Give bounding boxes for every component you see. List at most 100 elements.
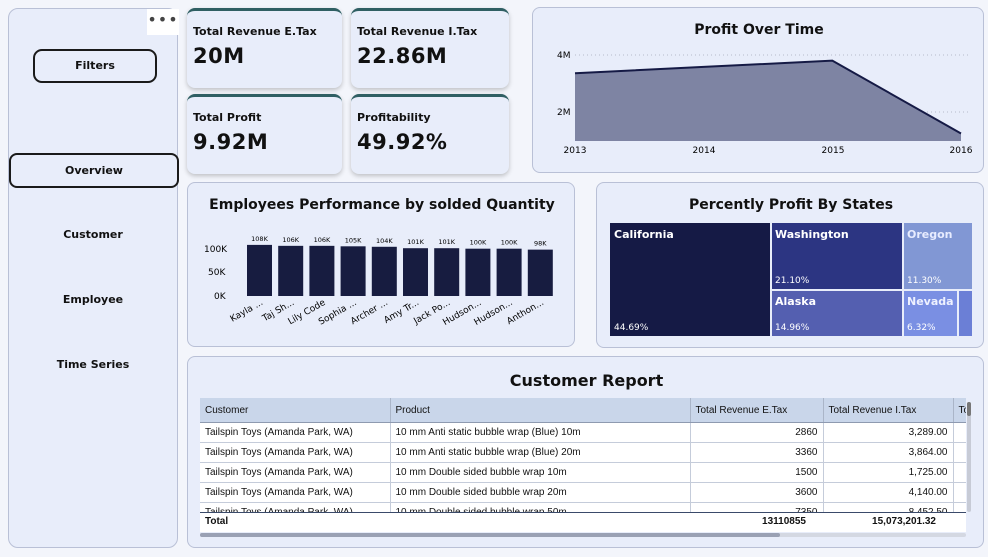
kpi-value: 20M — [193, 44, 245, 68]
bar-3 — [340, 246, 366, 296]
nav-time-series[interactable]: Time Series — [56, 358, 130, 371]
table-total-row: Total 13110855 15,073,201.32 — [200, 512, 966, 532]
kpi-label: Total Revenue E.Tax — [193, 25, 317, 38]
cell-revenue-itax: 1,725.00 — [823, 462, 954, 483]
total-revenue-etax: 13110855 — [762, 516, 806, 527]
tile-nevada[interactable]: Nevada 6.32% — [904, 291, 957, 336]
cell-customer: Tailspin Toys (Amanda Park, WA) — [200, 482, 391, 503]
bar-data-label: 101K — [438, 238, 455, 246]
tile-label: Nevada — [907, 295, 954, 308]
cell-extra — [953, 462, 966, 483]
vertical-scroll-thumb[interactable] — [967, 402, 971, 416]
cell-product: 10 mm Double sided bubble wrap 20m — [390, 482, 691, 503]
y-tick-label: 0K — [214, 292, 227, 302]
tile-washington[interactable]: Washington 21.10% — [772, 223, 902, 289]
column-header[interactable]: To — [953, 398, 966, 423]
bar-1 — [278, 245, 304, 296]
x-tick-label: 2015 — [822, 146, 845, 156]
column-header[interactable]: Product — [390, 398, 691, 423]
cell-revenue-itax: 3,289.00 — [823, 422, 954, 443]
tile-value: 44.69% — [614, 323, 649, 333]
bar-data-label: 100K — [501, 239, 518, 247]
column-header[interactable]: Total Revenue E.Tax — [690, 398, 824, 423]
tile-value: 14.96% — [775, 323, 810, 333]
bar-4 — [371, 246, 397, 296]
table-header-row: Customer Product Total Revenue E.Tax Tot… — [200, 398, 966, 423]
column-header[interactable]: Customer — [200, 398, 391, 423]
bar-data-label: 104K — [376, 237, 393, 245]
bar-data-label: 101K — [407, 238, 424, 246]
table-row[interactable]: Tailspin Toys (Amanda Park, WA) 10 mm An… — [200, 422, 966, 443]
y-tick-label: 50K — [208, 268, 226, 278]
vertical-scrollbar[interactable] — [967, 402, 971, 512]
cell-extra — [953, 442, 966, 463]
nav-customer[interactable]: Customer — [63, 228, 123, 241]
table-row[interactable]: Tailspin Toys (Amanda Park, WA) 10 mm An… — [200, 442, 966, 463]
report-title: Customer Report — [509, 371, 664, 390]
x-tick-label: 2013 — [564, 146, 587, 156]
profit-line — [574, 59, 962, 135]
kpi-label: Total Profit — [193, 111, 262, 124]
cell-extra — [953, 422, 966, 443]
tile-label: Washington — [775, 228, 849, 241]
bar-9 — [527, 249, 553, 296]
horizontal-scroll-thumb[interactable] — [200, 533, 780, 537]
kpi-value: 49.92% — [357, 130, 448, 154]
x-tick-label: 2016 — [950, 146, 973, 156]
tile-value: 11.30% — [907, 276, 942, 286]
tile-label: Oregon — [907, 228, 953, 241]
bar-data-label: 105K — [345, 236, 362, 244]
bar-data-label: 106K — [282, 236, 299, 244]
bar-7 — [465, 248, 491, 296]
cell-revenue-etax: 1500 — [690, 462, 824, 483]
cell-extra — [953, 482, 966, 503]
tile-label: California — [614, 228, 674, 241]
table-row[interactable]: Tailspin Toys (Amanda Park, WA) 10 mm Do… — [200, 482, 966, 503]
total-revenue-itax: 15,073,201.32 — [872, 516, 936, 527]
table-row[interactable]: Tailspin Toys (Amanda Park, WA) 10 mm Do… — [200, 462, 966, 483]
cell-product: 10 mm Double sided bubble wrap 10m — [390, 462, 691, 483]
report-table-viewport[interactable]: Customer Product Total Revenue E.Tax Tot… — [200, 398, 966, 532]
employee-performance-panel: Employees Performance by solded Quantity… — [187, 182, 575, 347]
profit-area — [575, 60, 961, 142]
kpi-total-profit: Total Profit 9.92M — [187, 94, 342, 174]
kpi-label: Profitability — [357, 111, 431, 124]
profit-over-time-panel: Profit Over Time 4M 2M 2013 2014 2015 20… — [532, 7, 984, 173]
tile-other-states[interactable] — [959, 291, 972, 336]
more-options-icon[interactable]: ••• — [147, 9, 179, 35]
filters-button[interactable]: Filters — [33, 49, 157, 83]
column-header[interactable]: Total Revenue I.Tax — [823, 398, 954, 423]
cell-revenue-itax: 3,864.00 — [823, 442, 954, 463]
kpi-value: 22.86M — [357, 44, 448, 68]
cell-revenue-itax: 4,140.00 — [823, 482, 954, 503]
nav-overview[interactable]: Overview — [9, 153, 179, 188]
customer-report-table: Customer Product Total Revenue E.Tax Tot… — [200, 398, 966, 523]
sidebar: ••• Filters Overview Customer Employee T… — [8, 8, 179, 548]
x-tick-label: 2014 — [693, 146, 716, 156]
kpi-label: Total Revenue I.Tax — [357, 25, 478, 38]
bar-data-label: 108K — [251, 235, 268, 243]
tile-california[interactable]: California 44.69% — [610, 223, 770, 336]
tile-alaska[interactable]: Alaska 14.96% — [772, 291, 902, 336]
cell-product: 10 mm Anti static bubble wrap (Blue) 20m — [390, 442, 691, 463]
tile-value: 21.10% — [775, 276, 810, 286]
bar-5 — [403, 248, 428, 296]
states-profit-panel: Percently Profit By States California 44… — [596, 182, 984, 348]
y-tick-label: 100K — [204, 245, 228, 255]
kpi-revenue-itax: Total Revenue I.Tax 22.86M — [351, 8, 509, 88]
tile-oregon[interactable]: Oregon 11.30% — [904, 223, 972, 289]
cell-revenue-etax: 3360 — [690, 442, 824, 463]
bar-data-label: 100K — [470, 239, 487, 247]
nav-employee[interactable]: Employee — [62, 293, 124, 306]
cell-product: 10 mm Anti static bubble wrap (Blue) 10m — [390, 422, 691, 443]
x-category-label: Kayla ... — [229, 298, 265, 325]
bar-0 — [247, 244, 272, 296]
profit-area-chart: 4M 2M 2013 2014 2015 2016 — [557, 51, 973, 156]
horizontal-scrollbar[interactable] — [200, 533, 966, 537]
customer-report-panel: Customer Report Customer Product Total R… — [187, 356, 984, 548]
y-tick-label: 2M — [557, 108, 571, 118]
y-tick-label: 4M — [557, 51, 571, 61]
cell-customer: Tailspin Toys (Amanda Park, WA) — [200, 462, 391, 483]
cell-customer: Tailspin Toys (Amanda Park, WA) — [200, 442, 391, 463]
